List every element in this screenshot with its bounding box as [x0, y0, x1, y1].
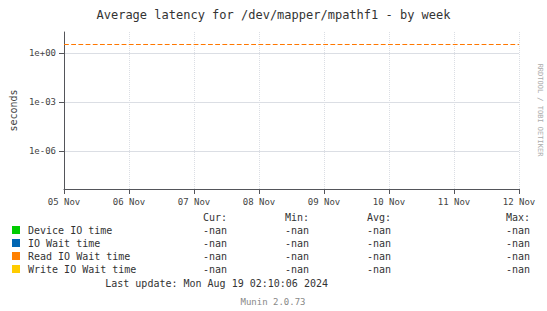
svg-text:Write IO Wait time: Write IO Wait time: [28, 264, 136, 275]
svg-text:10 Nov: 10 Nov: [373, 197, 406, 207]
svg-text:05 Nov: 05 Nov: [48, 197, 81, 207]
svg-text:-nan: -nan: [203, 225, 227, 236]
svg-text:seconds: seconds: [8, 89, 19, 131]
svg-text:-nan: -nan: [203, 238, 227, 249]
svg-text:-nan: -nan: [367, 238, 391, 249]
svg-text:06 Nov: 06 Nov: [113, 197, 146, 207]
svg-text:-nan: -nan: [506, 251, 530, 262]
svg-text:Average latency for /dev/mappe: Average latency for /dev/mapper/mpathf1 …: [96, 8, 451, 22]
svg-text:09 Nov: 09 Nov: [308, 197, 341, 207]
svg-text:Cur:: Cur:: [203, 212, 227, 223]
svg-text:Device IO time: Device IO time: [28, 225, 112, 236]
svg-text:11 Nov: 11 Nov: [438, 197, 471, 207]
svg-text:-nan: -nan: [285, 225, 309, 236]
svg-text:07 Nov: 07 Nov: [178, 197, 211, 207]
svg-text:-nan: -nan: [367, 225, 391, 236]
svg-text:Min:: Min:: [285, 212, 309, 223]
svg-text:08 Nov: 08 Nov: [243, 197, 276, 207]
svg-text:Munin 2.0.73: Munin 2.0.73: [240, 297, 305, 307]
svg-text:1e-03: 1e-03: [29, 97, 56, 107]
svg-text:-nan: -nan: [285, 264, 309, 275]
svg-text:1e+00: 1e+00: [29, 48, 56, 58]
svg-text:Avg:: Avg:: [367, 212, 391, 223]
svg-text:-nan: -nan: [203, 251, 227, 262]
svg-text:1e-06: 1e-06: [29, 146, 56, 156]
svg-text:-nan: -nan: [367, 251, 391, 262]
svg-text:-nan: -nan: [506, 238, 530, 249]
svg-text:-nan: -nan: [285, 238, 309, 249]
svg-text:-nan: -nan: [506, 264, 530, 275]
svg-text:12 Nov: 12 Nov: [503, 197, 536, 207]
svg-text:-nan: -nan: [506, 225, 530, 236]
svg-text:Max:: Max:: [506, 212, 530, 223]
svg-text:Last update: Mon Aug 19 02:10:: Last update: Mon Aug 19 02:10:06 2024: [105, 278, 328, 289]
svg-text:RRDTOOL / TOBI OETIKER: RRDTOOL / TOBI OETIKER: [536, 64, 544, 158]
svg-text:-nan: -nan: [203, 264, 227, 275]
svg-text:IO Wait time: IO Wait time: [28, 238, 100, 249]
svg-text:-nan: -nan: [367, 264, 391, 275]
svg-text:Read IO Wait time: Read IO Wait time: [28, 251, 130, 262]
svg-text:-nan: -nan: [285, 251, 309, 262]
